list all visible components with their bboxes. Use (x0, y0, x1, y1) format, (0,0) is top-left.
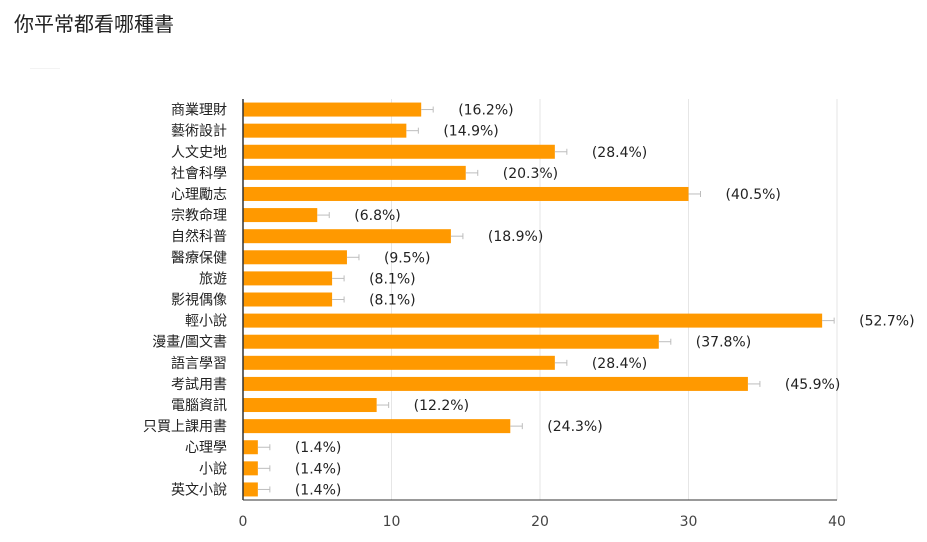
category-label: 藝術設計 (171, 124, 227, 140)
x-tick-label: 40 (828, 514, 846, 530)
category-label: 自然科普 (171, 228, 227, 245)
bar (243, 229, 451, 244)
data-label: (24.3%) (547, 419, 602, 435)
data-label: (28.4%) (592, 356, 647, 372)
category-label: 考試用書 (171, 377, 227, 393)
bar (243, 186, 689, 201)
bar (243, 271, 333, 286)
data-label: (8.1%) (369, 293, 416, 309)
bar (243, 250, 347, 265)
data-label: (28.4%) (592, 145, 647, 161)
data-label: (8.1%) (369, 271, 416, 287)
bar (243, 334, 659, 349)
data-label: (1.4%) (295, 482, 342, 498)
data-label: (6.8%) (354, 208, 401, 224)
category-label: 只買上課用書 (143, 419, 227, 435)
bar (243, 313, 823, 328)
data-label: (14.9%) (443, 124, 498, 140)
bar (243, 292, 333, 307)
category-label: 心理學 (185, 440, 227, 456)
data-label: (45.9%) (785, 377, 840, 393)
bar (243, 461, 258, 476)
bar (243, 102, 422, 117)
category-label: 影視偶像 (171, 293, 227, 309)
bar (243, 398, 377, 413)
category-label: 醫療保健 (171, 249, 227, 266)
data-label: (16.2%) (458, 103, 513, 119)
bar (243, 144, 555, 159)
bar (243, 376, 748, 391)
category-label: 心理勵志 (171, 187, 227, 203)
data-label: (12.2%) (414, 398, 469, 414)
category-label: 人文史地 (171, 145, 227, 161)
category-label: 旅遊 (199, 271, 227, 287)
data-label: (20.3%) (503, 166, 558, 182)
category-label: 漫畫/圖文書 (152, 335, 227, 351)
x-tick-label: 0 (239, 514, 248, 530)
bar (243, 208, 318, 223)
category-label: 電腦資訊 (171, 398, 227, 414)
data-label: (1.4%) (295, 461, 342, 477)
data-label: (52.7%) (859, 314, 914, 330)
bar (243, 123, 407, 138)
category-label: 語言學習 (171, 356, 227, 372)
category-label: 商業理財 (171, 103, 227, 119)
bar (243, 419, 511, 434)
data-label: (18.9%) (488, 229, 543, 245)
divider (30, 68, 60, 69)
category-label: 小說 (199, 460, 227, 477)
data-label: (9.5%) (384, 250, 431, 266)
category-label: 宗教命理 (171, 207, 227, 224)
data-label: (37.8%) (696, 335, 751, 351)
page-title: 你平常都看哪種書 (14, 12, 174, 36)
x-tick-label: 20 (531, 514, 549, 530)
bar (243, 355, 555, 370)
x-tick-label: 10 (383, 514, 401, 530)
bar (243, 165, 466, 180)
data-label: (1.4%) (295, 440, 342, 456)
bar (243, 440, 258, 455)
category-label: 英文小說 (171, 481, 227, 498)
data-label: (40.5%) (726, 187, 781, 203)
x-tick-label: 30 (680, 514, 698, 530)
category-label: 輕小說 (185, 313, 227, 330)
bar (243, 482, 258, 497)
category-label: 社會科學 (171, 166, 227, 182)
